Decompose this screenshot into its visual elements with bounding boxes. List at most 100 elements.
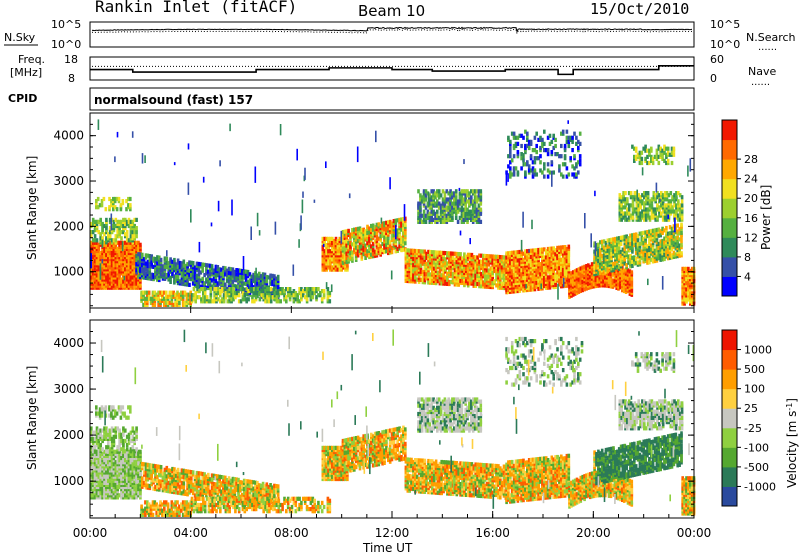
- echo-cell: [124, 217, 127, 222]
- echo-cell: [125, 238, 129, 243]
- echo-cell: [169, 275, 172, 280]
- echo-cell: [661, 238, 664, 244]
- nave-tick-high: 60: [710, 53, 724, 66]
- echo-cell: [639, 211, 642, 216]
- echo-cell: [343, 256, 347, 261]
- echo-cell: [629, 237, 632, 242]
- echo-cell: [188, 268, 191, 273]
- echo-cell: [224, 291, 228, 296]
- echo-cell: [93, 267, 97, 272]
- echo-cell: [487, 274, 491, 279]
- echo-cell: [665, 234, 668, 239]
- echo-cell: [556, 245, 559, 250]
- echo-cell: [207, 263, 210, 268]
- echo-cell: [579, 286, 583, 291]
- echo-cell: [628, 279, 632, 284]
- echo-cell: [400, 227, 403, 232]
- echo-cell: [642, 230, 645, 235]
- echo-cell: [680, 230, 683, 235]
- echo-cell: [159, 257, 163, 262]
- echo-cell: [358, 226, 362, 231]
- echo-cell: [439, 193, 443, 198]
- echo-cell: [186, 262, 189, 267]
- echo-cell: [417, 259, 421, 264]
- echo-cell: [313, 287, 316, 292]
- echo-cell: [141, 267, 144, 272]
- echo-cell: [617, 264, 621, 269]
- echo-cell: [176, 302, 179, 307]
- echo-cell: [120, 219, 123, 224]
- echo-cell: [114, 234, 118, 239]
- echo-cell: [383, 245, 386, 250]
- echo-cell: [368, 226, 371, 231]
- echo-cell: [313, 291, 316, 296]
- echo-cell: [398, 226, 401, 231]
- echo-cell: [617, 236, 621, 241]
- echo-cell: [464, 193, 467, 198]
- echo-cell: [110, 285, 114, 290]
- echo-cell: [470, 209, 473, 214]
- echo-cell: [621, 235, 625, 240]
- echo-cell: [674, 246, 678, 251]
- echo-cell: [387, 220, 390, 225]
- echo-cell: [253, 299, 256, 304]
- echo-cell: [269, 295, 273, 300]
- echo-cell: [424, 189, 428, 194]
- echo-cell: [602, 279, 605, 284]
- echo-cell: [120, 236, 123, 241]
- echo-cell: [643, 195, 646, 200]
- echo-cell: [373, 249, 377, 254]
- echo-cell: [192, 297, 196, 302]
- echo-cell: [672, 224, 676, 229]
- echo-cell: [196, 295, 199, 300]
- echo-cell: [430, 205, 433, 210]
- echo-cell: [640, 249, 644, 254]
- echo-cell: [419, 213, 422, 218]
- echo-cell: [546, 261, 550, 266]
- echo-cell: [500, 255, 504, 260]
- echo-cell: [122, 267, 125, 272]
- echo-cell: [215, 287, 218, 292]
- echo-cell: [627, 213, 631, 218]
- echo-cell: [668, 245, 672, 250]
- echo-cell: [676, 241, 679, 246]
- echo-cell: [99, 217, 102, 222]
- echo-cell: [100, 203, 104, 208]
- echo-cell: [533, 283, 537, 288]
- echo-cell: [286, 293, 290, 298]
- echo-cell: [455, 251, 459, 257]
- echo-cell: [480, 272, 483, 277]
- echo-cell: [639, 217, 642, 222]
- echo-cell: [362, 246, 365, 251]
- echo-cell: [388, 223, 392, 229]
- echo-cell: [423, 265, 427, 271]
- echo-cell: [178, 279, 182, 284]
- echo-cell: [646, 230, 649, 235]
- echo-cell: [546, 255, 550, 260]
- echo-cell: [394, 249, 398, 254]
- echo-cell: [454, 201, 458, 206]
- echo-cell: [577, 277, 581, 282]
- echo-cell: [468, 191, 471, 196]
- echo-cell: [262, 293, 265, 298]
- echo-cell: [217, 291, 220, 296]
- echo-cell: [610, 247, 613, 253]
- echo-cell: [410, 271, 413, 276]
- echo-cell: [419, 217, 422, 222]
- echo-cell: [453, 278, 457, 283]
- echo-cell: [356, 249, 360, 254]
- echo-cell: [120, 252, 123, 258]
- echo-cell: [653, 258, 657, 264]
- echo-cell: [558, 278, 561, 283]
- echo-cell: [624, 205, 627, 210]
- echo-cell: [356, 230, 360, 236]
- cpid-value: normalsound (fast) 157: [94, 93, 253, 107]
- echo-cell: [630, 276, 634, 281]
- echo-cell: [482, 253, 485, 258]
- echo-cell: [334, 249, 338, 254]
- echo-cell: [245, 287, 248, 292]
- echo-cell: [668, 225, 672, 230]
- echo-cell: [643, 217, 646, 222]
- echo-cell: [646, 248, 649, 253]
